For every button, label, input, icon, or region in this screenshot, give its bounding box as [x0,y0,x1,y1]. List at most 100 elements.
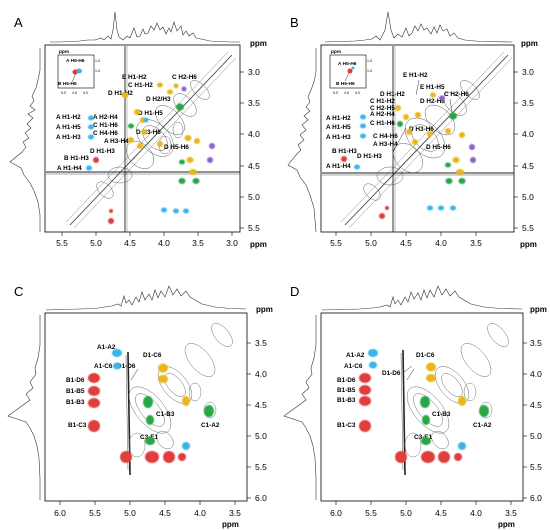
panel-d: D 6.0 5.5 5.0 4.5 4.0 3.5 ppm ppm 3.5 4.… [283,284,547,529]
y-tick-label: 5.5 [530,462,542,472]
y-axis-unit: ppm [530,305,547,314]
annotation-lines [130,368,139,381]
peak-label: C1-A2 [473,422,492,429]
peak-label: E H1-H2 [122,74,147,81]
peak-label: B H1-H3 [64,155,89,162]
y-tick-label: 6.0 [255,493,267,503]
y-tick-label: 4.5 [248,161,260,171]
side-projection [283,315,317,500]
y-tick-label: 6.0 [530,493,542,503]
peak-label: C H2-H5 [370,105,395,112]
x-tick-label: 3.5 [192,238,204,248]
peak-label: C3-E1 [414,434,433,441]
peak-label: A H5-H6 [66,58,85,64]
panel-letter: B [290,15,299,30]
top-projection [321,285,523,311]
peak-label: C H1-H2 [370,98,395,105]
peak-label: C H1-H2 [128,82,153,89]
y-tick-label: 5.5 [522,223,534,233]
peak-label: B1-D6 [337,377,356,384]
peak-label: A H5-H6 [338,61,357,67]
inset-y-tick: 1.0 [367,69,372,73]
y-ticks [240,71,244,229]
y-tick-label: 3.5 [248,98,260,108]
panel-a: A 5.5 5.0 4.5 4.0 3.5 3.0 ppm ppm 3.0 3.… [9,11,267,249]
peak-label: E H1-H2 [403,72,428,79]
cross-peaks [88,349,214,463]
side-projection [287,48,317,233]
peak-label: D H2/H3 [146,96,171,103]
x-tick-label: 5.0 [365,238,377,248]
plot-frame [44,312,248,502]
peak-label: B H1-H3 [332,148,357,155]
peak-labels: E H1-H2 C H2-H6 C H1-H2 D H1-H2 D H2/H3 … [56,74,197,172]
peak-label: A H1-H2 [326,115,351,122]
annotation-lines [403,365,415,381]
y-tick-label: 4.0 [522,129,534,139]
x-ticks [59,501,236,505]
top-projection [45,285,247,311]
peak-label: B1-C3 [337,422,356,429]
peak-label: A H3-H4 [373,141,398,148]
y-tick-label: 5.0 [522,192,534,202]
peak-labels: E H1-H2 E H1-H5 C H2-H6 D H1-H2 C H1-H2 … [326,72,469,170]
peak-label: C1-B3 [156,411,175,418]
inset-x-tick: 4.5 [72,91,77,95]
inset-unit: ppm [59,50,69,55]
panel-letter: C [14,284,23,299]
y-tick-label: 4.5 [255,400,267,410]
y-ticks [247,342,251,499]
peak-label: A H1-H5 [56,124,81,131]
plot-frame [320,312,524,502]
side-projection [7,315,41,500]
peak-label: D H2-H6 [420,98,445,105]
peak-label: A H2-H4 [370,111,395,118]
x-tick-label: 4.0 [435,238,447,248]
x-ticks [61,232,233,236]
peak-label: C H2-H6 [172,74,197,81]
y-ticks [523,342,527,499]
inset-x-tick: 4.0 [83,91,88,95]
peak-label: B1-D6 [66,377,85,384]
inset-x-tick: 5.0 [61,91,66,95]
inset: ppm 5.0 4.5 4.0 1.5 1.0 A H5-H6 B H5-H6 [329,50,372,95]
x-ticks [335,501,512,505]
contour-spectrum [125,323,233,476]
x-ticks [335,232,477,236]
peak-label: C H1-H6 [370,120,395,127]
cross-peaks [86,82,215,224]
peak-label: B1-B3 [337,397,356,404]
peak-label: D H1-H5 [138,110,163,117]
panel-letter: A [14,15,23,30]
peak-label: B1-B5 [337,387,356,394]
peak-label: A H2-H4 [93,114,118,121]
peak-label: D1-C6 [416,352,435,359]
y-tick-label: 4.5 [530,400,542,410]
x-tick-label: 3.5 [229,508,241,518]
peak-label: B H5-H6 [58,81,77,87]
x-tick-label: 5.5 [365,508,377,518]
peak-label: C H1-H6 [93,122,118,129]
peak-label: D1-C6 [143,352,162,359]
y-tick-label: 5.0 [248,192,260,202]
peak-label: A H1-H5 [326,124,351,131]
peak-label: A H1-H4 [57,165,82,172]
peak-label: C H2-H6 [444,91,469,98]
plot-frame [320,44,515,233]
y-tick-label: 3.5 [255,338,267,348]
peak-label: A H1-H4 [326,163,351,170]
y-tick-label: 5.5 [255,462,267,472]
inset-x-tick: 5.0 [333,91,338,95]
peak-label: B H5-H6 [336,81,355,87]
peak-label: B1-B3 [66,399,85,406]
peak-label: D H1-H3 [357,153,382,160]
x-tick-label: 5.5 [330,238,342,248]
y-tick-label: 4.0 [530,369,542,379]
plot-frame [44,44,241,233]
x-tick-label: 4.0 [194,508,206,518]
inset-x-tick: 4.5 [344,91,349,95]
peak-label: D H5-H6 [426,144,451,151]
y-axis-unit: ppm [256,305,273,314]
x-axis-unit: ppm [498,520,515,529]
peak-label: C1-A2 [201,422,220,429]
